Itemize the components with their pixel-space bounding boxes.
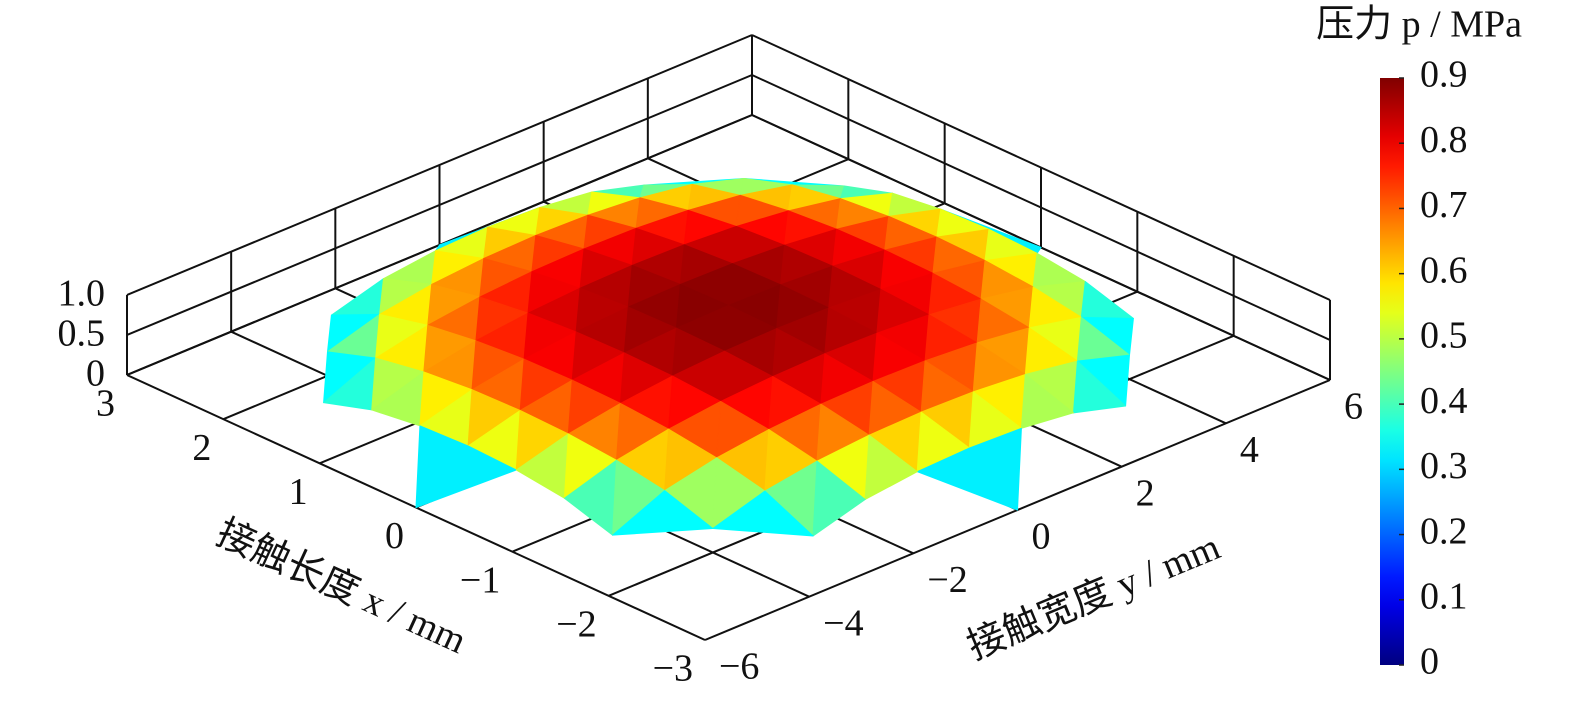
colorbar-tick-label: 0 bbox=[1420, 641, 1439, 683]
z-tick-label: 0.5 bbox=[58, 313, 106, 355]
surface-cell bbox=[1073, 360, 1127, 414]
x-tick-label: 3 bbox=[96, 383, 115, 425]
surface-cell bbox=[812, 460, 866, 537]
x-tick-label: 2 bbox=[192, 427, 211, 469]
colorbar-tick-label: 0.9 bbox=[1420, 54, 1468, 96]
colorbar-tick-label: 0.7 bbox=[1420, 184, 1468, 226]
wall-grid-line bbox=[126, 74, 753, 336]
colorbar-tick-label: 0.1 bbox=[1420, 575, 1468, 617]
wall-grid-line bbox=[751, 74, 1331, 341]
z-tick-label: 1.0 bbox=[58, 273, 106, 315]
colorbar-title: 压力 p / MPa bbox=[1316, 4, 1522, 46]
colorbar-tick-label: 0.5 bbox=[1420, 315, 1468, 357]
surface-cell bbox=[330, 278, 384, 316]
wall-grid-line bbox=[751, 34, 1331, 301]
x-tick-label: −1 bbox=[460, 559, 500, 601]
surface-cell bbox=[612, 490, 714, 536]
colorbar-tick-label: 0.6 bbox=[1420, 249, 1468, 291]
y-axis-label: 接触宽度 y / mm bbox=[961, 526, 1226, 668]
x-tick-label: 1 bbox=[289, 471, 308, 513]
wall-grid-line bbox=[126, 34, 753, 296]
colorbar-tick-label: 0.2 bbox=[1420, 510, 1468, 552]
y-tick-label: −6 bbox=[719, 646, 759, 688]
colorbar-tick-label: 0.4 bbox=[1420, 380, 1468, 422]
x-tick-label: −2 bbox=[556, 604, 596, 646]
surface-cell bbox=[1020, 374, 1074, 429]
y-tick-label: 0 bbox=[1032, 516, 1051, 558]
y-tick-label: 2 bbox=[1136, 472, 1155, 514]
z-tick-label: 0 bbox=[86, 353, 105, 395]
colorbar-tick-label: 0.8 bbox=[1420, 119, 1468, 161]
colorbar bbox=[1380, 78, 1404, 665]
x-axis-label: 接触长度 x / mm bbox=[210, 512, 472, 662]
y-tick-label: −2 bbox=[927, 559, 967, 601]
x-tick-label: 0 bbox=[385, 515, 404, 557]
y-tick-label: 6 bbox=[1344, 386, 1363, 428]
surface-cell bbox=[415, 445, 517, 508]
y-tick-label: 4 bbox=[1240, 429, 1259, 471]
y-tick-label: −4 bbox=[823, 602, 863, 644]
colorbar-tick-label: 0.3 bbox=[1420, 445, 1468, 487]
x-tick-label: −3 bbox=[653, 648, 693, 690]
surface-cell bbox=[916, 447, 1018, 511]
surface-cell bbox=[712, 490, 814, 537]
surface-cell bbox=[864, 434, 918, 500]
